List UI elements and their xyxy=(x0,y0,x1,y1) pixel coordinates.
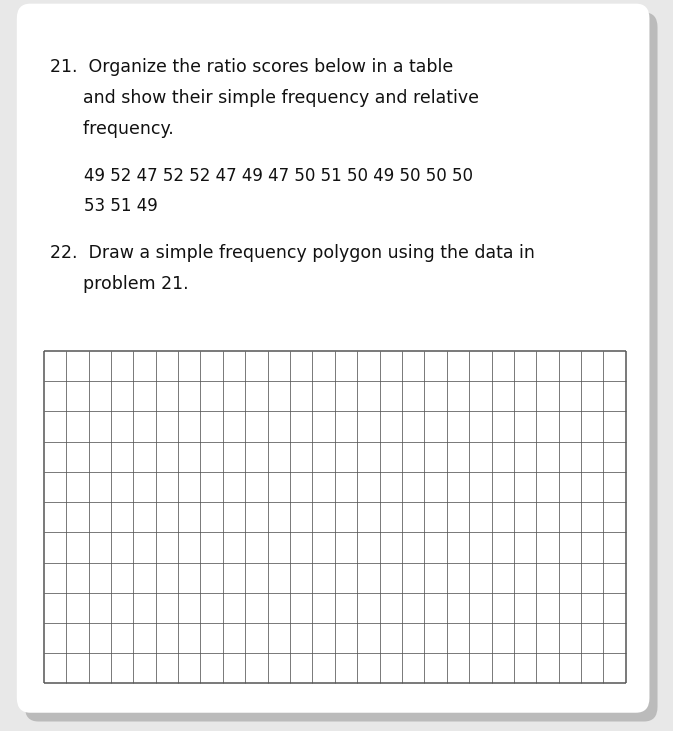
FancyBboxPatch shape xyxy=(25,12,658,721)
Text: and show their simple frequency and relative: and show their simple frequency and rela… xyxy=(50,89,479,107)
Text: 53 51 49: 53 51 49 xyxy=(84,197,158,215)
FancyBboxPatch shape xyxy=(17,4,649,713)
Text: problem 21.: problem 21. xyxy=(50,275,189,293)
Text: frequency.: frequency. xyxy=(50,120,174,138)
Text: 21.  Organize the ratio scores below in a table: 21. Organize the ratio scores below in a… xyxy=(50,58,454,77)
Bar xyxy=(44,351,626,683)
Text: 49 52 47 52 52 47 49 47 50 51 50 49 50 50 50: 49 52 47 52 52 47 49 47 50 51 50 49 50 5… xyxy=(84,167,473,186)
Text: 22.  Draw a simple frequency polygon using the data in: 22. Draw a simple frequency polygon usin… xyxy=(50,244,535,262)
